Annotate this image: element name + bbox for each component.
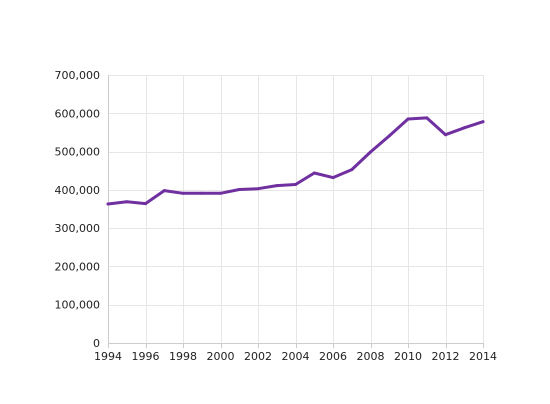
data-point bbox=[369, 150, 372, 154]
x-tick-label: 2004 bbox=[282, 350, 310, 363]
axes bbox=[108, 75, 484, 348]
data-point bbox=[219, 191, 222, 195]
y-tick-label: 500,000 bbox=[55, 146, 101, 159]
data-point bbox=[162, 189, 166, 193]
y-tick-label: 600,000 bbox=[55, 107, 101, 120]
x-tick-label: 1996 bbox=[132, 350, 160, 363]
x-tick-label: 2006 bbox=[319, 350, 347, 363]
data-point bbox=[387, 134, 391, 138]
data-point bbox=[406, 117, 410, 121]
x-tick-label: 2002 bbox=[244, 350, 272, 363]
y-tick-label: 300,000 bbox=[55, 222, 101, 235]
data-point bbox=[350, 168, 354, 172]
data-point bbox=[294, 183, 297, 186]
y-tick-label: 100,000 bbox=[55, 299, 101, 312]
data-point bbox=[200, 191, 204, 195]
x-tick-label: 2010 bbox=[394, 350, 422, 363]
x-tick-label: 2014 bbox=[469, 350, 497, 363]
y-tick-label: 400,000 bbox=[55, 184, 101, 197]
grid-lines bbox=[108, 75, 484, 343]
data-point bbox=[331, 176, 335, 180]
y-tick-label: 0 bbox=[93, 337, 100, 350]
data-point bbox=[237, 188, 241, 191]
data-point bbox=[256, 187, 260, 191]
tick-labels: 0 100,000 200,000 300,000 400,000 500,000 600,… bbox=[55, 69, 498, 363]
data-point bbox=[462, 126, 466, 130]
data-point bbox=[106, 202, 110, 206]
series-layer bbox=[106, 116, 485, 206]
data-point bbox=[425, 116, 429, 120]
x-tick-label: 2008 bbox=[357, 350, 385, 363]
data-point bbox=[481, 120, 485, 124]
x-tick-label: 1998 bbox=[169, 350, 197, 363]
data-point bbox=[275, 184, 279, 188]
data-point bbox=[312, 171, 316, 175]
data-point bbox=[125, 200, 129, 204]
data-point bbox=[444, 133, 447, 137]
data-point bbox=[181, 191, 185, 195]
x-tick-label: 1994 bbox=[94, 350, 122, 363]
data-point bbox=[144, 202, 147, 206]
y-tick-label: 200,000 bbox=[55, 260, 101, 273]
y-tick-label: 700,000 bbox=[55, 69, 101, 82]
x-tick-label: 2012 bbox=[432, 350, 460, 363]
x-tick-label: 2000 bbox=[207, 350, 235, 363]
